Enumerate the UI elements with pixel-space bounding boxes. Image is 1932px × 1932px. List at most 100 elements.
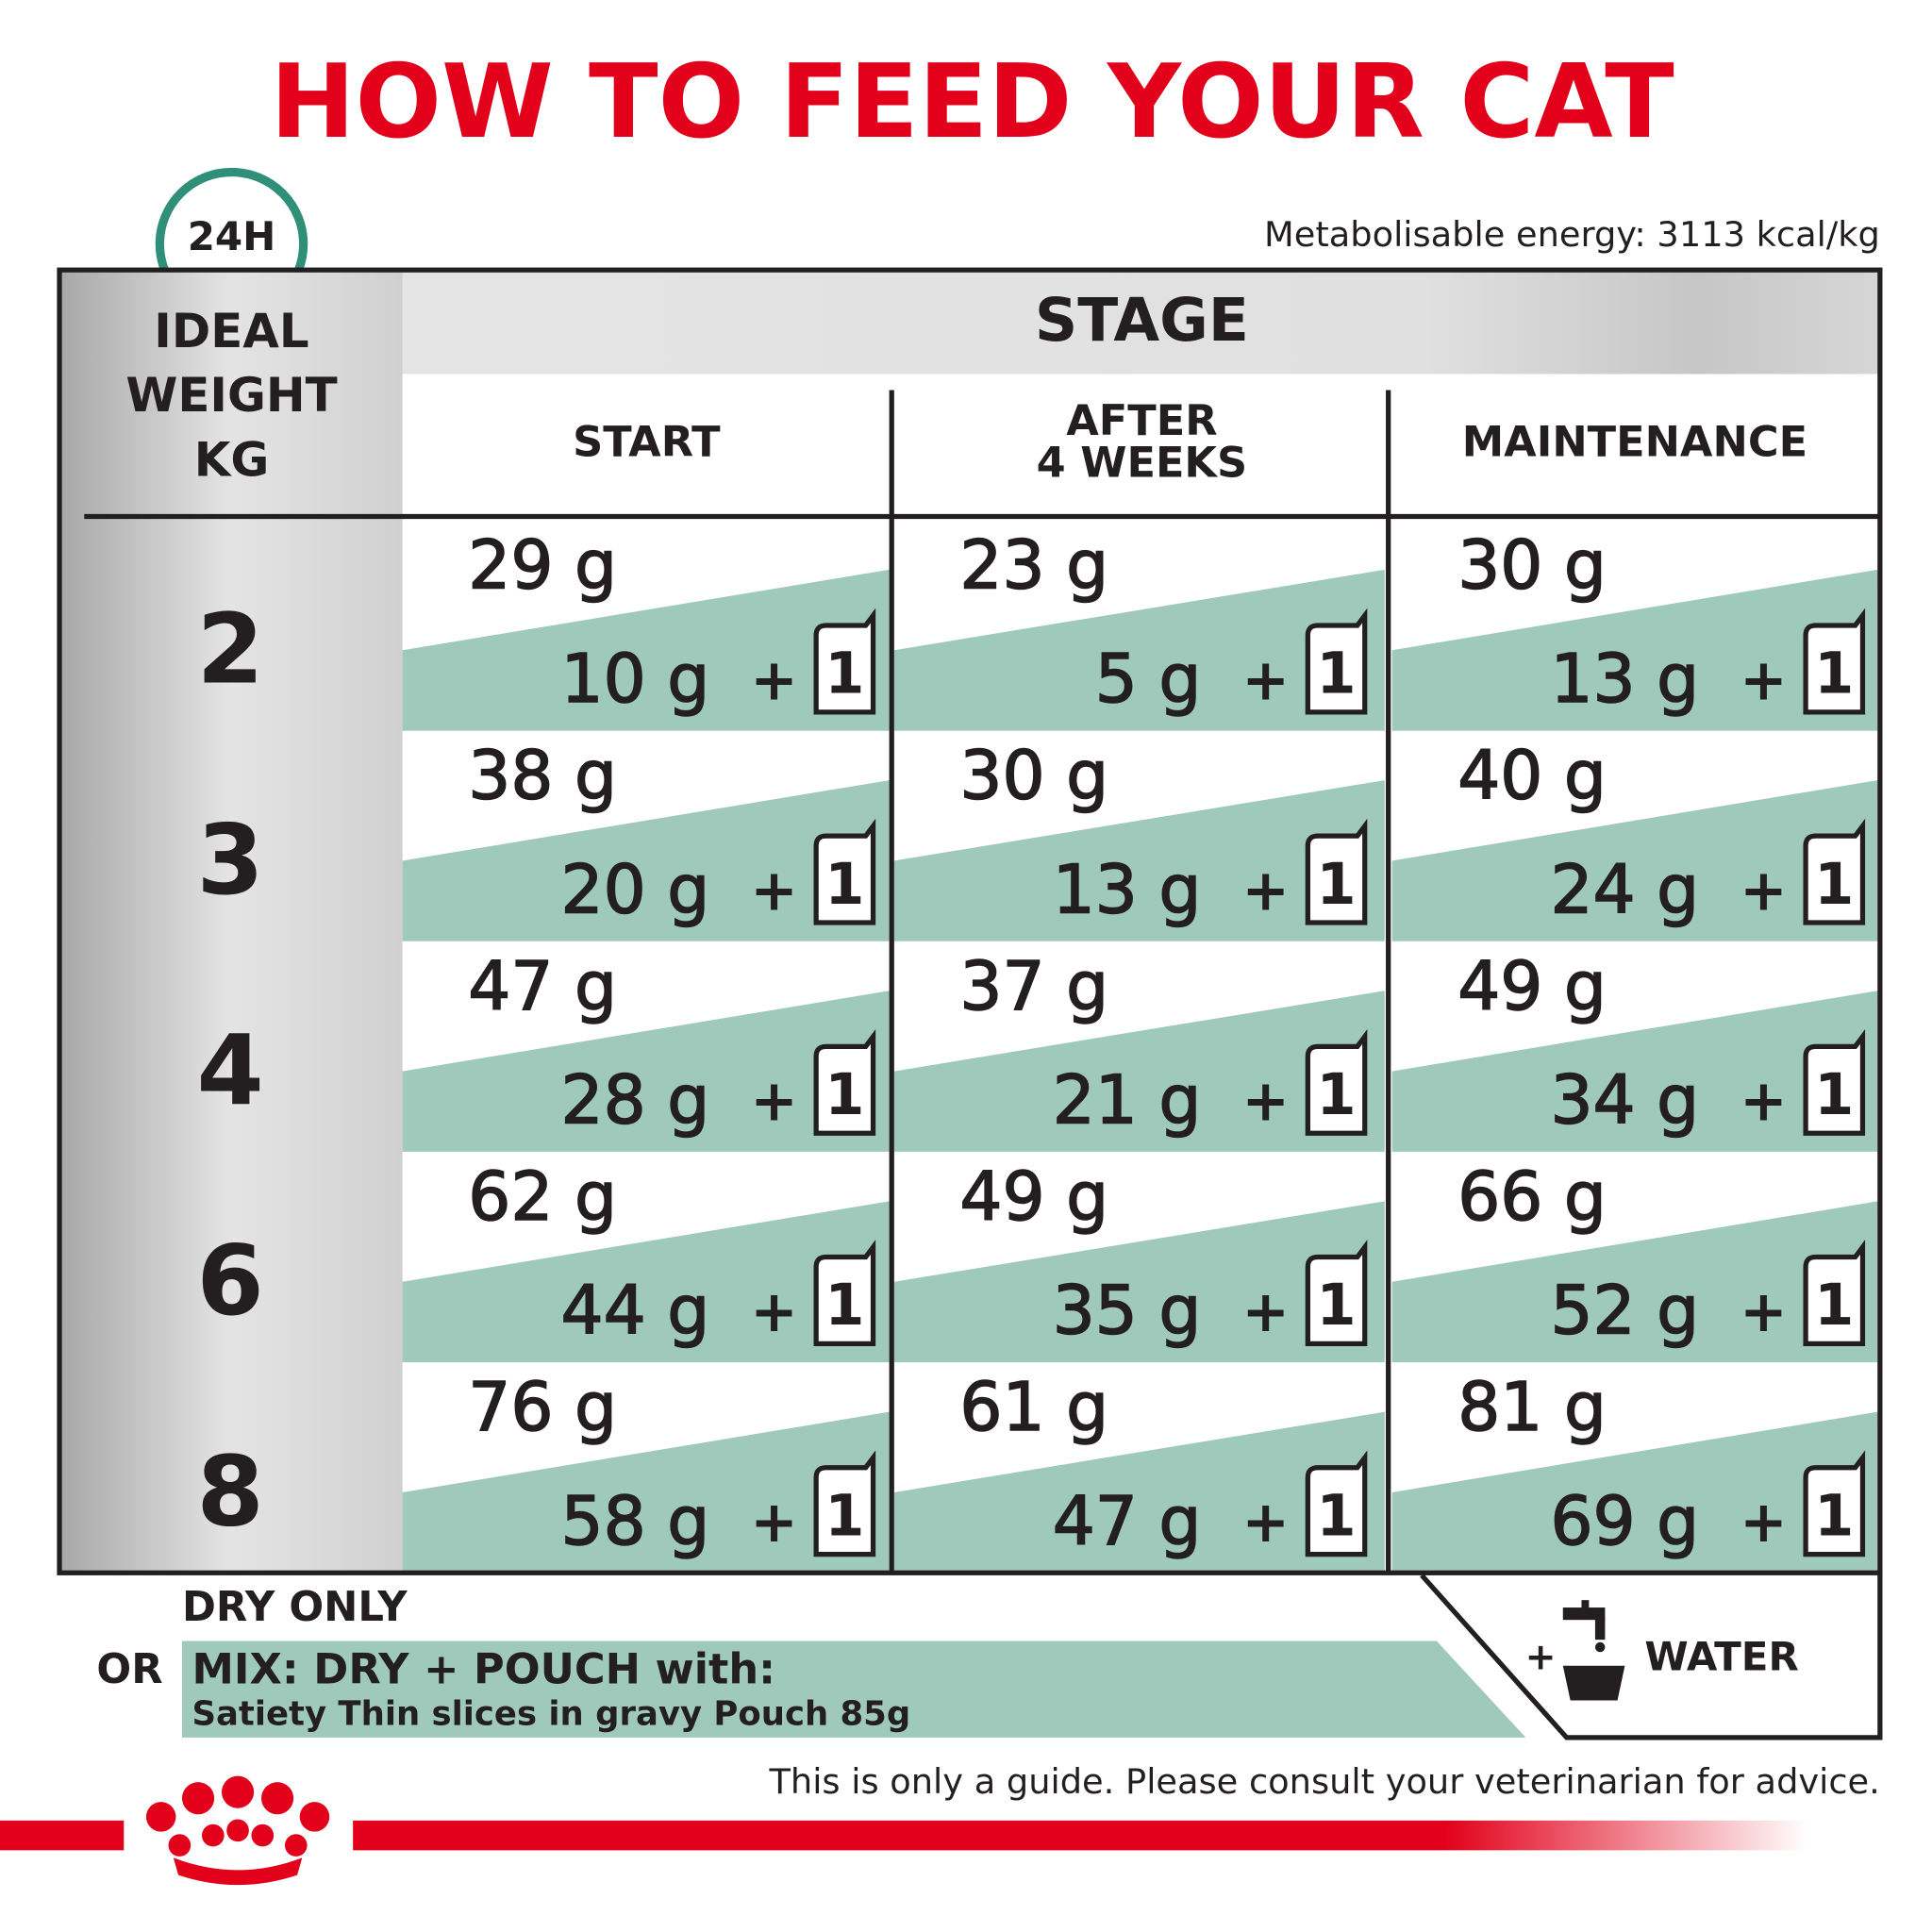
mix-band bbox=[402, 569, 890, 731]
dry-amount: 66 g bbox=[1457, 1158, 1607, 1236]
column-header: 4 WEEKS bbox=[1037, 439, 1248, 488]
dry-only: DRY ONLY bbox=[182, 1584, 408, 1631]
weight: 4 bbox=[197, 1015, 264, 1127]
weight: 2 bbox=[197, 594, 264, 707]
plus: + bbox=[1241, 1490, 1290, 1556]
plus: + bbox=[1740, 1279, 1788, 1345]
dry-amount: 38 g bbox=[468, 737, 617, 815]
pouch-count: 1 bbox=[1317, 852, 1357, 918]
dry-amount: 47 g bbox=[468, 947, 617, 1025]
pouch-icon bbox=[1803, 1450, 1866, 1557]
energy: Metabolisable energy: 3113 kcal/kg bbox=[1264, 214, 1880, 255]
mix-amount: 24 g bbox=[1550, 850, 1699, 928]
stage-header: STAGE bbox=[1035, 286, 1249, 355]
mix-band bbox=[1391, 1201, 1878, 1363]
weight-column bbox=[59, 270, 403, 1574]
pouch-icon bbox=[813, 1240, 876, 1347]
column-header: MAINTENANCE bbox=[1462, 417, 1807, 466]
mix-band bbox=[893, 569, 1385, 731]
mix-band bbox=[893, 780, 1385, 941]
pouch-count: 1 bbox=[1814, 852, 1854, 918]
dry-amount: 37 g bbox=[959, 947, 1108, 1025]
mix-band bbox=[1391, 991, 1878, 1152]
weight: 6 bbox=[197, 1225, 264, 1338]
pouch-count: 1 bbox=[1317, 641, 1357, 708]
plus: + bbox=[1740, 1490, 1788, 1556]
pouch-icon bbox=[1305, 608, 1368, 715]
pouch-icon bbox=[1305, 1240, 1368, 1347]
plus: + bbox=[1740, 858, 1788, 924]
or: OR bbox=[96, 1646, 162, 1693]
weight-header: WEIGHT bbox=[125, 368, 337, 423]
pouch-count: 1 bbox=[824, 1273, 864, 1339]
weight: 3 bbox=[197, 805, 264, 917]
pouch-count: 1 bbox=[1814, 641, 1854, 708]
dry-amount: 76 g bbox=[468, 1368, 617, 1446]
pouch-count: 1 bbox=[1814, 1483, 1854, 1549]
water-box bbox=[1420, 1573, 1883, 1740]
plus: + bbox=[1740, 647, 1788, 713]
pouch-icon bbox=[1803, 608, 1866, 715]
plus: + bbox=[1241, 1279, 1290, 1345]
dry-amount: 23 g bbox=[959, 525, 1108, 604]
water-plus: + bbox=[1525, 1636, 1557, 1679]
badge-label: 24H bbox=[188, 213, 276, 259]
dry-amount: 61 g bbox=[959, 1368, 1108, 1446]
mix-band bbox=[1391, 569, 1878, 731]
plus: + bbox=[1241, 1069, 1290, 1135]
mix-band bbox=[1391, 780, 1878, 941]
dry-amount: 49 g bbox=[959, 1158, 1108, 1236]
pouch-icon bbox=[1803, 1028, 1866, 1136]
mix-amount: 35 g bbox=[1053, 1272, 1202, 1350]
pouch-count: 1 bbox=[824, 1062, 864, 1128]
water: WATER bbox=[1644, 1634, 1798, 1680]
mix-amount: 21 g bbox=[1053, 1061, 1202, 1140]
pouch-count: 1 bbox=[824, 852, 864, 918]
plus: + bbox=[750, 1279, 798, 1345]
plus: + bbox=[750, 858, 798, 924]
mix-band bbox=[402, 991, 890, 1152]
pouch-count: 1 bbox=[1317, 1062, 1357, 1128]
weight: 8 bbox=[197, 1436, 264, 1548]
brand-bar bbox=[353, 1820, 1808, 1851]
table-border bbox=[57, 267, 1883, 1575]
pouch-icon bbox=[1803, 818, 1866, 925]
dry-amount: 81 g bbox=[1457, 1368, 1607, 1446]
dry-amount: 29 g bbox=[468, 525, 617, 604]
mix: MIX: DRY + POUCH with: bbox=[192, 1644, 775, 1693]
plus: + bbox=[1740, 1069, 1788, 1135]
column-header: START bbox=[573, 417, 721, 466]
dry-amount: 30 g bbox=[959, 737, 1108, 815]
weight-header: IDEAL bbox=[154, 304, 308, 358]
water-icon bbox=[1562, 1600, 1625, 1701]
mix-amount: 5 g bbox=[1095, 640, 1202, 718]
pouch-count: 1 bbox=[1814, 1062, 1854, 1128]
mix-amount: 44 g bbox=[561, 1272, 710, 1350]
pouch-count: 1 bbox=[824, 641, 864, 708]
mix-band bbox=[402, 1201, 890, 1363]
plus: + bbox=[1241, 647, 1290, 713]
pouch-icon bbox=[813, 818, 876, 925]
pouch-icon bbox=[1305, 1450, 1368, 1557]
mix-amount: 13 g bbox=[1550, 640, 1699, 718]
pouch-count: 1 bbox=[1317, 1483, 1357, 1549]
pouch-count: 1 bbox=[1814, 1273, 1854, 1339]
mix-amount: 28 g bbox=[561, 1061, 710, 1140]
dry-amount: 62 g bbox=[468, 1158, 617, 1236]
weight-header: KG bbox=[194, 432, 270, 487]
column-header: AFTER bbox=[1066, 396, 1217, 445]
pouch-icon bbox=[813, 1028, 876, 1136]
dry-amount: 30 g bbox=[1457, 525, 1607, 604]
pouch-icon bbox=[813, 1450, 876, 1557]
mix-amount: 13 g bbox=[1053, 850, 1202, 928]
plus: + bbox=[750, 1069, 798, 1135]
plus: + bbox=[1241, 858, 1290, 924]
pouch-icon bbox=[1305, 1028, 1368, 1136]
mix-band bbox=[1391, 1411, 1878, 1574]
mix-band bbox=[181, 1641, 1526, 1738]
plus: + bbox=[750, 1490, 798, 1556]
disclaimer: This is only a guide. Please consult you… bbox=[768, 1761, 1879, 1802]
pouch-icon bbox=[1803, 1240, 1866, 1347]
mix-amount: 47 g bbox=[1053, 1482, 1202, 1560]
